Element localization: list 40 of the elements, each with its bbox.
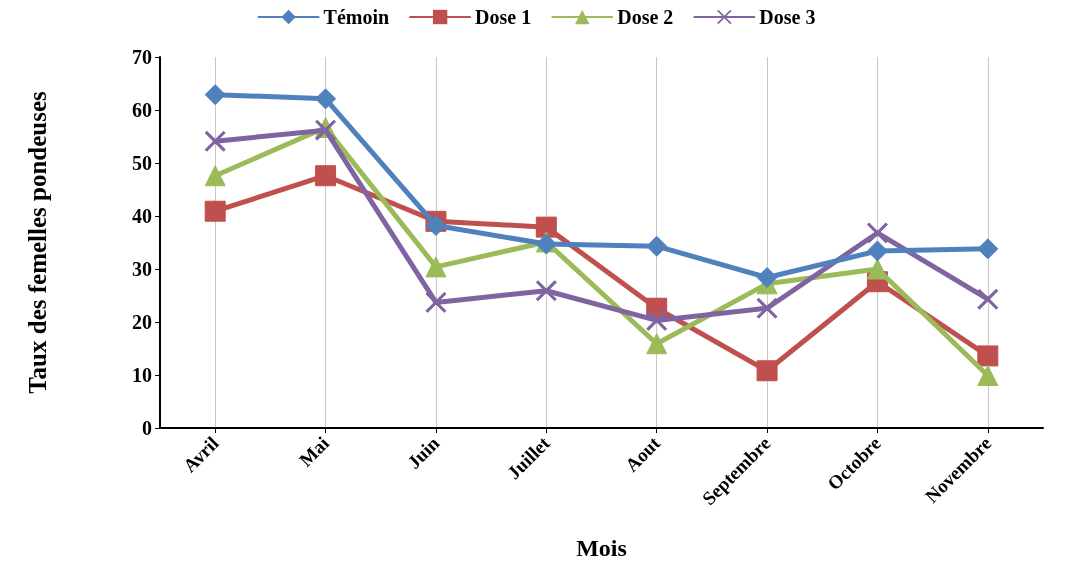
point	[977, 238, 999, 260]
legend-label: Témoin	[323, 6, 390, 28]
point	[315, 88, 337, 110]
point	[425, 256, 447, 278]
point	[204, 130, 226, 152]
point	[977, 345, 999, 367]
y-tick-label: 0	[142, 417, 152, 439]
point	[204, 84, 226, 106]
y-tick-label: 60	[132, 99, 152, 121]
point	[535, 216, 557, 238]
point	[977, 365, 999, 387]
point	[646, 309, 668, 331]
legend-label: Dose 1	[475, 6, 532, 28]
y-tick-label: 30	[132, 258, 152, 280]
x-tick-label: Juin	[403, 432, 444, 473]
point	[425, 291, 447, 313]
x-axis-title: Mois	[576, 535, 627, 561]
point	[315, 165, 337, 187]
point	[204, 200, 226, 222]
y-tick-label: 70	[132, 46, 152, 68]
legend-label: Dose 2	[617, 6, 674, 28]
point	[756, 360, 778, 382]
point	[866, 240, 888, 262]
point	[756, 297, 778, 319]
y-tick-label: 10	[132, 364, 152, 386]
legend-label: Dose 3	[759, 6, 816, 28]
x-tick-label: Mai	[295, 432, 333, 471]
point	[977, 288, 999, 310]
point	[756, 266, 778, 288]
point	[866, 222, 888, 244]
point	[866, 258, 888, 280]
point	[646, 235, 668, 257]
y-tick-label: 20	[132, 311, 152, 333]
point	[535, 280, 557, 302]
y-tick-label: 50	[132, 152, 152, 174]
y-tick-label: 40	[132, 205, 152, 227]
point	[646, 333, 668, 355]
point	[425, 215, 447, 237]
point	[204, 165, 226, 187]
y-axis-title: Taux des femelles pondeuses	[24, 90, 51, 394]
